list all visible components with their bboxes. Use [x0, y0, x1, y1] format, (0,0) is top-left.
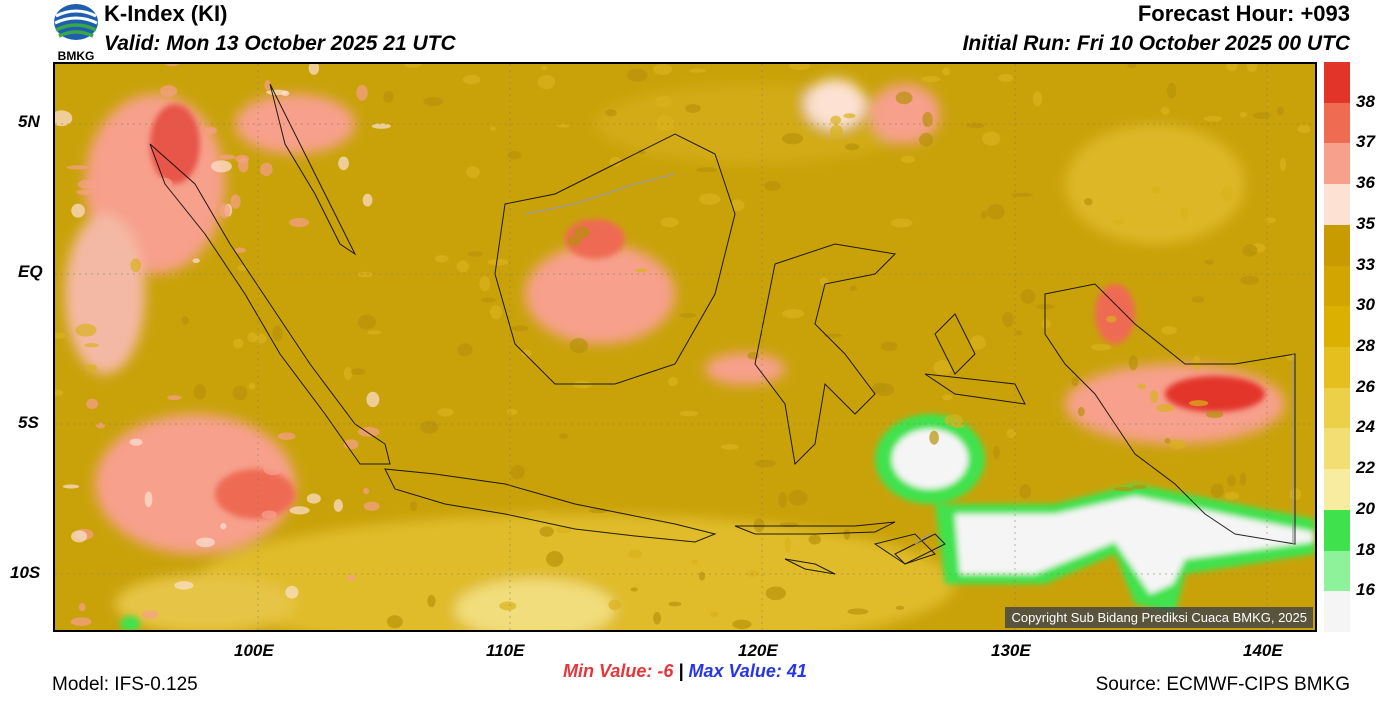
lon-label: 110E: [486, 641, 525, 660]
colorbar-segment: [1324, 143, 1350, 185]
map-field: [55, 64, 1315, 630]
borders: [524, 173, 1294, 545]
colorbar-segment: [1324, 591, 1350, 633]
gridlines: [55, 64, 1315, 630]
initial-run: Initial Run: Fri 10 October 2025 00 UTC: [962, 32, 1350, 55]
valid-time: Valid: Mon 13 October 2025 21 UTC: [104, 32, 456, 55]
forecast-hour: Forecast Hour: +093: [1137, 1, 1350, 26]
model-label: Model: IFS-0.125: [52, 674, 198, 695]
colorbar-segment: [1324, 62, 1350, 104]
k-index-map: Copyright Sub Bidang Prediksi Cuaca BMKG…: [53, 62, 1317, 632]
colorbar-segment: [1324, 306, 1350, 348]
colorbar-label: 22: [1356, 458, 1375, 478]
colorbar-label: 37: [1356, 132, 1375, 152]
min-value: -6: [657, 661, 674, 681]
colorbar-labels: 38 37 36 35 33 30 28 26 24 22 20 18 16: [1354, 62, 1394, 632]
lon-label: 130E: [991, 641, 1031, 660]
colorbar: [1324, 62, 1350, 633]
colorbar-segment: [1324, 224, 1350, 267]
lon-label: 140E: [1243, 641, 1283, 660]
colorbar-label: 26: [1356, 376, 1375, 396]
logo-text: BMKG: [57, 49, 95, 63]
colorbar-label: 16: [1356, 580, 1375, 600]
bmkg-logo-icon: [54, 4, 98, 40]
colorbar-segment: [1324, 102, 1350, 144]
colorbar-segment: [1324, 509, 1350, 552]
colorbar-segment: [1324, 184, 1350, 226]
max-value: 41: [786, 661, 807, 681]
colorbar-segment: [1324, 265, 1350, 307]
colorbar-label: 36: [1356, 173, 1375, 193]
coastlines: [149, 83, 1296, 575]
field-speckles: [55, 64, 1311, 629]
colorbar-segment: [1324, 347, 1350, 389]
colorbar-label: 30: [1356, 295, 1375, 315]
colorbar-label: 24: [1356, 417, 1375, 437]
colorbar-segment: [1324, 428, 1350, 470]
colorbar-segment: [1324, 387, 1350, 429]
lat-label: 5S: [18, 413, 39, 432]
colorbar-label: 33: [1356, 254, 1375, 274]
colorbar-segment: [1324, 550, 1350, 592]
source-label: Source: ECMWF-CIPS BMKG: [1095, 674, 1350, 695]
colorbar-label: 38: [1356, 91, 1375, 111]
colorbar-segment: [1324, 469, 1350, 511]
chart-title: K-Index (KI): [104, 1, 228, 26]
colorbar-label: 28: [1356, 336, 1375, 355]
colorbar-label: 20: [1356, 498, 1375, 518]
max-label: Max Value:: [688, 661, 782, 681]
colorbar-label: 35: [1356, 213, 1375, 233]
lat-label: 5N: [18, 112, 40, 131]
lon-label: 100E: [234, 641, 274, 660]
bmkg-logo: BMKG: [50, 2, 102, 63]
lon-label: 120E: [738, 641, 778, 660]
copyright-notice: Copyright Sub Bidang Prediksi Cuaca BMKG…: [1005, 607, 1313, 628]
lat-label: 10S: [10, 563, 41, 582]
lat-label: EQ: [18, 262, 43, 281]
value-separator: |: [678, 661, 684, 681]
min-label: Min Value:: [563, 661, 653, 681]
colorbar-label: 18: [1356, 539, 1375, 559]
min-max-values: Min Value: -6 | Max Value: 41: [563, 661, 807, 682]
